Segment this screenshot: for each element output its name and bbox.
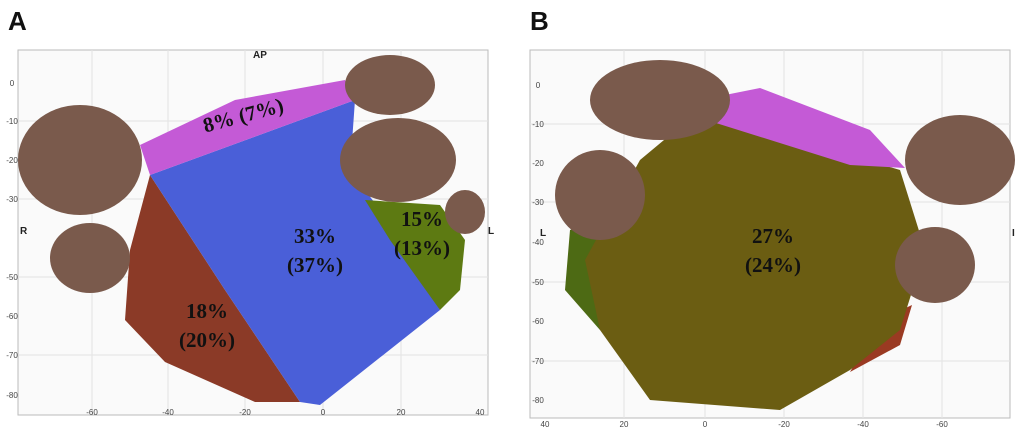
x-tick-label: 0 xyxy=(321,408,326,417)
x-tick-label: -60 xyxy=(86,408,98,417)
region-label: 33% xyxy=(294,224,336,248)
x-tick-label: -40 xyxy=(162,408,174,417)
axis-label: R xyxy=(20,226,28,237)
x-tick-label: -20 xyxy=(239,408,251,417)
axis-label: I xyxy=(1012,228,1015,239)
y-tick-label: -30 xyxy=(6,195,18,204)
panel-letter: A xyxy=(8,6,27,36)
x-tick-label: 40 xyxy=(476,408,485,417)
y-tick-label: -10 xyxy=(6,117,18,126)
panel-letter: B xyxy=(530,6,549,36)
y-tick-label: -70 xyxy=(6,351,18,360)
region-label: 18% xyxy=(186,299,228,323)
y-tick-label: -40 xyxy=(532,238,544,247)
y-tick-label: -60 xyxy=(6,312,18,321)
y-tick-label: 0 xyxy=(536,81,541,90)
x-tick-label: 40 xyxy=(541,420,550,429)
y-tick-label: -60 xyxy=(532,317,544,326)
x-tick-label: -20 xyxy=(778,420,790,429)
axis-label: AP xyxy=(253,50,267,61)
figure: A AP R L 0 -10 -20 -30 -50 -60 -70 -80 -60 -40 -20 0 20 4… xyxy=(0,0,1017,430)
region-label: 15% xyxy=(401,207,443,231)
y-tick-label: -50 xyxy=(532,278,544,287)
y-tick-label: -10 xyxy=(532,120,544,129)
region-label: (20%) xyxy=(179,328,235,352)
y-tick-label: -30 xyxy=(532,198,544,207)
y-tick-label: -20 xyxy=(532,159,544,168)
x-tick-label: 20 xyxy=(620,420,629,429)
axis-label: L xyxy=(488,226,494,237)
x-tick-label: -40 xyxy=(857,420,869,429)
y-tick-label: -50 xyxy=(6,273,18,282)
y-tick-label: -70 xyxy=(532,357,544,366)
y-tick-label: 0 xyxy=(10,79,15,88)
x-tick-label: 0 xyxy=(703,420,708,429)
region-label: (37%) xyxy=(287,253,343,277)
x-tick-label: 20 xyxy=(397,408,406,417)
y-tick-label: -20 xyxy=(6,156,18,165)
region-label: (13%) xyxy=(394,236,450,260)
region-label: (24%) xyxy=(745,253,801,277)
y-tick-label: -80 xyxy=(6,391,18,400)
x-tick-label: -60 xyxy=(936,420,948,429)
region-label: 27% xyxy=(752,224,794,248)
y-tick-label: -80 xyxy=(532,396,544,405)
